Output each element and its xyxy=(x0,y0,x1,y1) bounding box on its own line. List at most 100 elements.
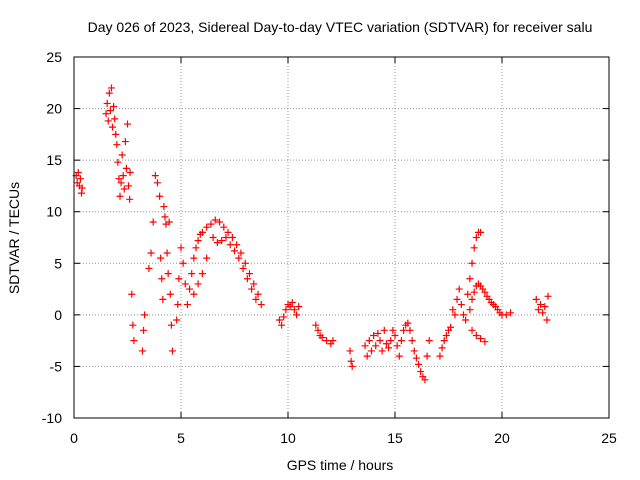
data-point xyxy=(440,337,448,345)
data-point xyxy=(190,254,198,262)
x-axis-label: GPS time / hours xyxy=(287,457,394,473)
data-point xyxy=(391,331,399,339)
data-point xyxy=(125,182,133,190)
data-points xyxy=(72,84,552,384)
data-point xyxy=(389,326,397,334)
data-point xyxy=(348,362,356,370)
data-point xyxy=(417,368,425,376)
y-tick-label: -5 xyxy=(50,358,63,374)
data-point xyxy=(318,334,326,342)
data-point xyxy=(124,120,131,128)
data-point xyxy=(466,275,474,283)
data-point xyxy=(233,241,241,249)
data-point xyxy=(194,237,202,245)
data-point xyxy=(464,290,472,298)
data-point xyxy=(165,218,173,226)
data-point xyxy=(280,313,288,321)
data-point xyxy=(537,301,545,309)
data-point xyxy=(106,107,114,115)
data-point xyxy=(363,352,371,360)
data-point xyxy=(159,295,167,303)
y-tick-label: 20 xyxy=(46,101,62,117)
x-tick-label: 10 xyxy=(280,430,296,446)
y-tick-label: 15 xyxy=(46,152,62,168)
data-point xyxy=(243,275,251,283)
data-point xyxy=(147,249,155,257)
data-point xyxy=(477,228,485,236)
data-point xyxy=(177,244,185,252)
data-point xyxy=(167,321,175,329)
data-point xyxy=(447,323,455,331)
data-point xyxy=(120,185,128,193)
data-point xyxy=(541,303,549,311)
data-point xyxy=(104,117,112,125)
data-point xyxy=(158,275,166,283)
data-point xyxy=(423,352,431,360)
data-point xyxy=(129,321,137,329)
data-point xyxy=(421,376,429,384)
data-point xyxy=(216,218,224,226)
data-point xyxy=(153,179,161,187)
data-point xyxy=(128,290,136,298)
data-point xyxy=(141,311,149,319)
data-point xyxy=(181,280,189,288)
data-point xyxy=(543,316,551,324)
data-point xyxy=(502,311,510,319)
y-axis-label: SDTVAR / TECUs xyxy=(6,182,22,294)
data-point xyxy=(288,298,296,306)
data-point xyxy=(278,321,286,329)
data-point xyxy=(237,249,245,257)
data-point xyxy=(119,172,127,180)
data-point xyxy=(166,290,174,298)
data-point xyxy=(161,213,169,221)
data-point xyxy=(103,99,111,107)
data-point xyxy=(213,239,221,247)
data-point xyxy=(218,237,226,245)
data-point xyxy=(385,344,393,352)
data-point xyxy=(220,223,228,231)
data-point xyxy=(412,354,420,362)
data-point xyxy=(462,316,470,324)
data-point xyxy=(190,290,198,298)
data-point xyxy=(451,311,459,319)
data-point xyxy=(346,347,354,355)
data-point xyxy=(449,306,457,314)
data-point xyxy=(151,172,159,180)
data-point xyxy=(203,254,211,262)
data-point xyxy=(179,259,187,267)
data-point xyxy=(252,295,260,303)
data-point xyxy=(453,295,461,303)
data-point xyxy=(395,352,403,360)
data-point xyxy=(290,306,298,314)
data-point xyxy=(286,303,294,311)
x-tick-label: 15 xyxy=(387,430,403,446)
data-point xyxy=(329,337,337,345)
data-point xyxy=(149,218,157,226)
x-tick-label: 0 xyxy=(70,430,78,446)
data-point xyxy=(425,337,433,345)
data-point xyxy=(192,244,200,252)
data-point xyxy=(121,138,129,146)
data-point xyxy=(113,141,121,149)
data-point xyxy=(250,280,258,288)
data-point xyxy=(168,347,176,355)
data-point xyxy=(130,337,138,345)
data-point xyxy=(404,319,412,327)
data-point xyxy=(194,280,202,288)
data-point xyxy=(347,357,355,365)
data-point xyxy=(468,259,476,267)
data-point xyxy=(532,295,540,303)
data-point xyxy=(118,151,126,159)
data-point xyxy=(164,270,172,278)
data-point xyxy=(393,342,401,350)
data-point xyxy=(442,331,450,339)
y-tick-label: 0 xyxy=(54,307,62,323)
data-point xyxy=(370,331,378,339)
data-point xyxy=(293,311,301,319)
data-point xyxy=(74,169,82,177)
data-point xyxy=(323,337,331,345)
y-tick-label: 25 xyxy=(46,49,62,65)
data-point xyxy=(188,270,196,278)
data-point xyxy=(314,326,322,334)
data-point xyxy=(248,285,256,293)
